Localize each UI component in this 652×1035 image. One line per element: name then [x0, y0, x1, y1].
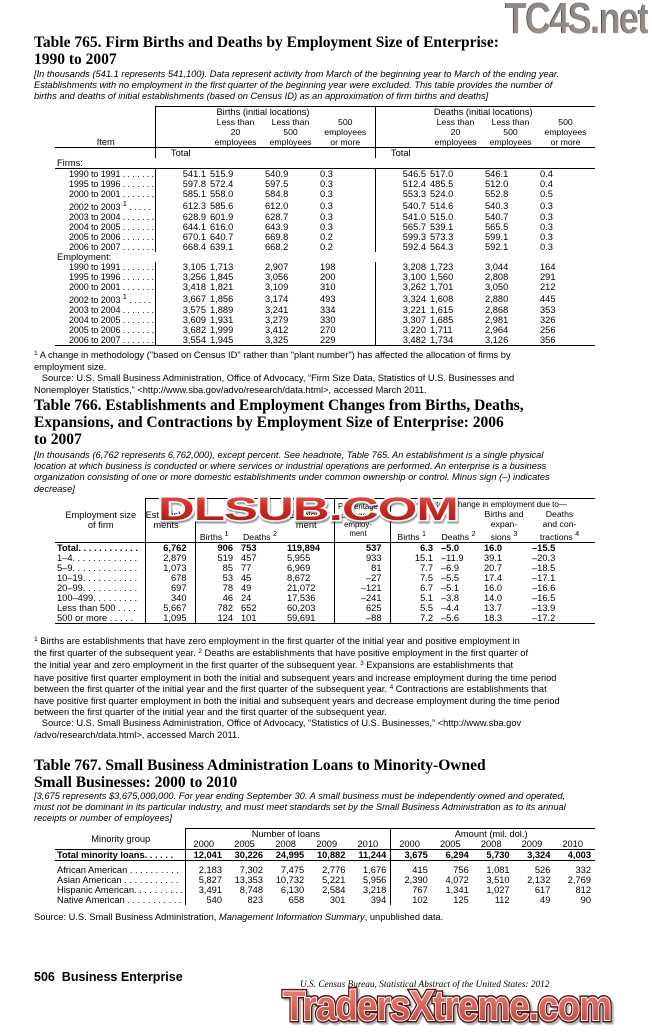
svg-text:TradersXtreme.com: TradersXtreme.com	[283, 982, 611, 1029]
svg-text:DLSUB.COM: DLSUB.COM	[158, 491, 458, 527]
